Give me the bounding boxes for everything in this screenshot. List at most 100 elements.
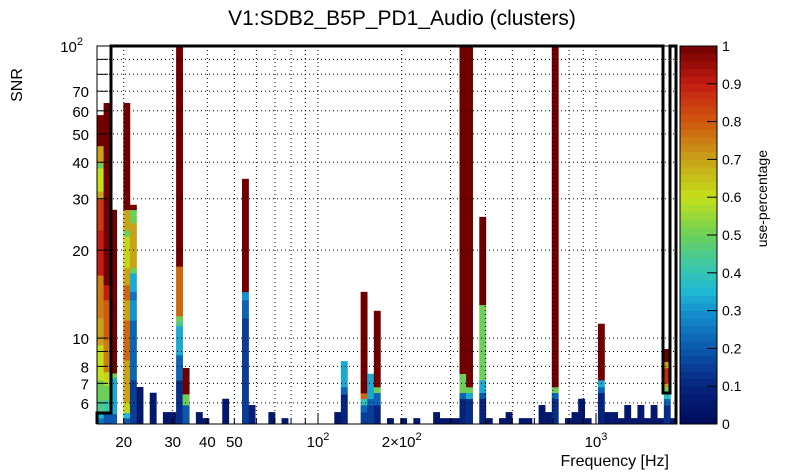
heatmap-cell xyxy=(195,412,203,425)
heatmap-cell xyxy=(545,412,553,425)
heatmap-cell xyxy=(663,392,671,400)
color-scale-swatch xyxy=(680,325,717,334)
heatmap-cell xyxy=(97,318,104,346)
heatmap-cell xyxy=(670,418,678,425)
color-scale-swatch xyxy=(680,287,717,296)
heatmap-cell xyxy=(663,387,671,394)
color-scale-swatch xyxy=(680,386,717,395)
heatmap-cell xyxy=(149,392,157,425)
heatmap-cell xyxy=(373,310,381,388)
color-scale-swatch xyxy=(680,257,717,266)
color-scale-swatch xyxy=(680,250,717,259)
color-scale-swatch xyxy=(680,182,717,191)
heatmap-cell xyxy=(367,373,375,400)
y-tick-label: 40 xyxy=(72,155,89,172)
color-scale-swatch xyxy=(680,46,717,54)
color-scale-tick-label: 0.5 xyxy=(722,227,742,243)
heatmap-cell xyxy=(136,387,144,425)
heatmap-cell xyxy=(268,412,276,425)
heatmap-cell xyxy=(663,361,671,369)
heatmap-cell xyxy=(242,178,249,293)
x-tick-label: 102 xyxy=(307,431,330,451)
color-scale-swatch xyxy=(680,121,717,130)
heatmap-cell xyxy=(466,387,473,394)
color-scale-tick-label: 0 xyxy=(722,416,730,432)
heatmap-cell xyxy=(360,393,368,400)
heatmap-cell xyxy=(222,398,230,425)
color-scale-tick-label: 0.3 xyxy=(722,303,742,319)
heatmap-cell xyxy=(630,418,638,425)
heatmap-cell xyxy=(103,300,111,341)
color-scale-swatch xyxy=(680,197,717,206)
heatmap-cell xyxy=(129,222,137,269)
heatmap-cell xyxy=(360,412,368,425)
plot-frame xyxy=(96,45,678,425)
heatmap-cell xyxy=(459,398,467,425)
heatmap-cell xyxy=(176,266,183,317)
heatmap-cell xyxy=(367,405,375,425)
color-scale-swatch xyxy=(680,416,717,425)
color-scale-swatch xyxy=(680,159,717,168)
heatmap-cell xyxy=(597,392,605,425)
heatmap-cell xyxy=(485,418,493,425)
heatmap-cell xyxy=(446,418,454,425)
heatmap-cell xyxy=(505,412,513,425)
heatmap-cell xyxy=(617,418,625,425)
color-scale-swatch xyxy=(680,408,717,417)
color-scale-swatch xyxy=(680,318,717,327)
y-tick-label: 102 xyxy=(60,36,83,56)
heatmap-cell xyxy=(604,412,612,425)
heatmap-cell xyxy=(182,367,190,395)
heatmap-cell xyxy=(644,418,651,425)
heatmap-cell xyxy=(663,405,671,425)
heatmap-cell xyxy=(367,398,375,406)
heatmap-cell xyxy=(97,199,104,231)
heatmap-cell xyxy=(129,273,137,293)
heatmap-cell xyxy=(663,367,671,384)
y-tick-label: 8 xyxy=(81,359,89,376)
heatmap-cell xyxy=(176,326,183,356)
x-tick-label: 40 xyxy=(199,434,216,451)
heatmap-cell xyxy=(123,267,131,286)
heatmap-cell xyxy=(413,418,421,425)
color-scale-tick-label: 0.4 xyxy=(722,265,742,281)
heatmap-cell xyxy=(176,380,183,425)
heatmap-cell xyxy=(459,392,467,400)
heatmap-cell xyxy=(360,398,368,406)
cluster-boundary-line xyxy=(95,44,678,424)
heatmap-cell xyxy=(123,412,131,419)
heatmap-cell xyxy=(97,168,104,192)
heatmap-cells xyxy=(97,46,678,425)
heatmap-cell xyxy=(479,398,487,425)
color-scale-swatch xyxy=(680,378,717,387)
heatmap-cell xyxy=(663,349,671,363)
y-axis-label: SNR xyxy=(9,68,26,102)
heatmap-cell xyxy=(373,387,381,394)
heatmap-cell xyxy=(129,300,137,321)
heatmap-cell xyxy=(479,392,487,400)
color-scale-swatch xyxy=(680,61,717,70)
y-tick-label: 10 xyxy=(72,331,89,348)
color-scale-swatch xyxy=(680,295,717,304)
heatmap-cell xyxy=(242,318,249,425)
heatmap-cell xyxy=(162,412,170,425)
heatmap-cell xyxy=(551,46,559,388)
heatmap-cell xyxy=(97,413,104,419)
heatmap-cell xyxy=(466,46,473,388)
heatmap-cell xyxy=(176,46,183,267)
heatmap-cell xyxy=(466,398,473,425)
heatmap-cell xyxy=(123,230,131,237)
heatmap-cell xyxy=(518,418,526,425)
heatmap-cell xyxy=(110,378,118,415)
color-scale-tick-label: 0.2 xyxy=(722,340,742,356)
heatmap-cell xyxy=(103,385,111,401)
z-axis-label: use-percentage xyxy=(754,150,770,248)
heatmap-cell xyxy=(97,230,104,276)
heatmap-cell xyxy=(459,46,467,375)
y-tick-label: 30 xyxy=(72,192,89,209)
color-scale-swatch xyxy=(680,91,717,100)
heatmap-cell xyxy=(452,418,460,425)
heatmap-cell xyxy=(97,145,104,164)
color-scale-tick-label: 0.8 xyxy=(722,114,742,130)
